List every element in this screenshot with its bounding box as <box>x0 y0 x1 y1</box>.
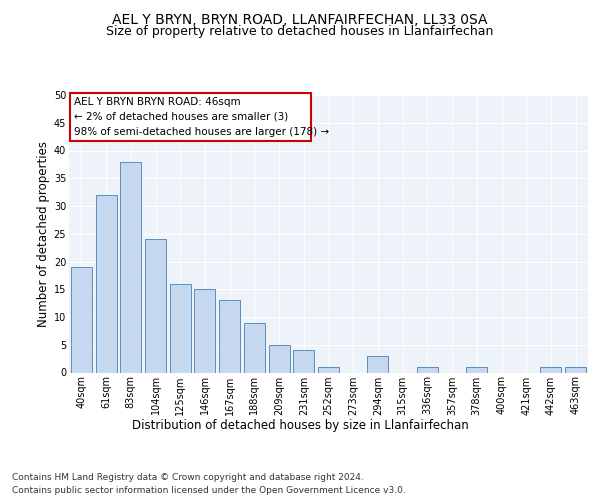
Text: AEL Y BRYN, BRYN ROAD, LLANFAIRFECHAN, LL33 0SA: AEL Y BRYN, BRYN ROAD, LLANFAIRFECHAN, L… <box>112 12 488 26</box>
Bar <box>70 94 311 140</box>
Bar <box>541 367 562 372</box>
Bar <box>244 322 265 372</box>
Text: Contains public sector information licensed under the Open Government Licence v3: Contains public sector information licen… <box>12 486 406 495</box>
Text: Size of property relative to detached houses in Llanfairfechan: Size of property relative to detached ho… <box>106 25 494 38</box>
Text: Contains HM Land Registry data © Crown copyright and database right 2024.: Contains HM Land Registry data © Crown c… <box>12 472 364 482</box>
Bar <box>145 240 166 372</box>
Bar <box>293 350 314 372</box>
Text: AEL Y BRYN BRYN ROAD: 46sqm
← 2% of detached houses are smaller (3)
98% of semi-: AEL Y BRYN BRYN ROAD: 46sqm ← 2% of deta… <box>74 97 329 136</box>
Y-axis label: Number of detached properties: Number of detached properties <box>37 141 50 327</box>
Bar <box>219 300 240 372</box>
Bar <box>417 367 438 372</box>
Bar <box>95 195 116 372</box>
Bar <box>71 267 92 372</box>
Text: Distribution of detached houses by size in Llanfairfechan: Distribution of detached houses by size … <box>131 420 469 432</box>
Bar <box>318 367 339 372</box>
Bar <box>170 284 191 372</box>
Bar <box>466 367 487 372</box>
Bar <box>565 367 586 372</box>
Bar <box>367 356 388 372</box>
Bar <box>120 162 141 372</box>
Bar <box>194 289 215 372</box>
Bar <box>269 345 290 372</box>
